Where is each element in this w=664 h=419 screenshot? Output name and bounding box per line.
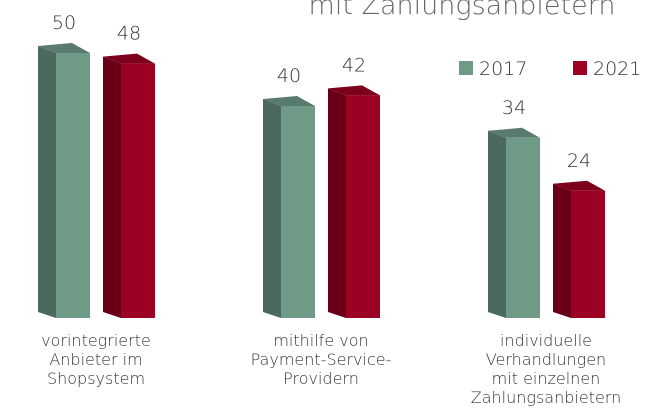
bar-side <box>38 46 56 318</box>
x-tick-label: individuelle <box>500 331 592 350</box>
x-tick-label: Anbieter im <box>49 350 142 369</box>
value-label: 34 <box>502 97 526 119</box>
x-tick-label: mithilfe von <box>273 331 368 350</box>
bar-front <box>121 63 155 318</box>
value-label: 24 <box>567 150 591 172</box>
legend-swatch <box>573 61 587 75</box>
bar-top <box>328 85 380 96</box>
bar-front <box>281 106 315 318</box>
bar <box>328 85 380 319</box>
legend-label: 2021 <box>593 58 641 80</box>
bar <box>488 127 540 318</box>
bar-side <box>263 99 281 318</box>
bar-top <box>488 127 540 138</box>
bar <box>263 96 315 318</box>
bar-side <box>488 130 506 318</box>
bar-side <box>553 183 571 318</box>
value-label: 50 <box>52 12 76 34</box>
bar <box>103 53 155 318</box>
chart-title: mit Zahlungsanbietern <box>309 0 616 21</box>
bar-top <box>38 43 90 53</box>
bar-front <box>571 190 605 318</box>
value-label: 40 <box>277 65 301 87</box>
bar-top <box>553 180 605 191</box>
bar <box>38 43 90 318</box>
x-tick-label: Providern <box>283 369 359 388</box>
x-tick-label: mit einzelnen <box>492 369 601 388</box>
legend-label: 2017 <box>479 58 527 80</box>
bar-top <box>263 96 315 106</box>
x-tick-label: Shopsystem <box>47 369 145 388</box>
value-label: 42 <box>342 54 366 76</box>
bar-front <box>56 53 90 318</box>
x-tick-label: Verhandlungen <box>486 350 606 369</box>
bar <box>553 180 605 318</box>
bar-top <box>103 53 155 64</box>
bar-side <box>103 56 121 318</box>
bar-side <box>328 88 346 319</box>
legend-swatch <box>459 61 473 75</box>
bar-front <box>346 95 380 319</box>
x-tick-label: Zahlungsanbietern <box>471 388 622 407</box>
x-tick-label: Payment-Service- <box>251 350 392 369</box>
bar-front <box>506 137 540 318</box>
value-label: 48 <box>117 23 141 45</box>
x-tick-label: vorintegrierte <box>41 331 151 350</box>
